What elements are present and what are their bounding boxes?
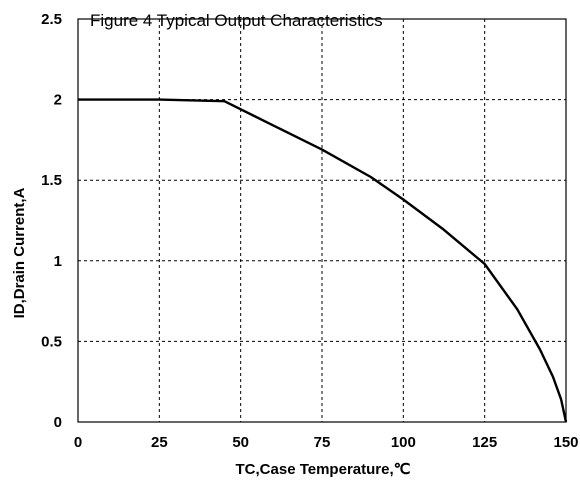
x-tick-label: 125 [472, 434, 497, 451]
series-line [78, 98, 568, 423]
y-tick-label: 2 [54, 92, 62, 109]
y-tick-label: 1.5 [41, 172, 62, 189]
x-tick-label: 0 [74, 434, 82, 451]
y-axis-label: ID,Drain Current,A [11, 187, 28, 318]
y-tick-label: 0 [54, 414, 62, 431]
x-tick-label: 100 [391, 434, 416, 451]
tick-labels: 0 25 50 75 100 125 150 0 0.5 1 1.5 2 2.5 [41, 11, 578, 451]
y-tick-label: 0.5 [41, 333, 62, 350]
x-tick-label: 75 [314, 434, 331, 451]
x-tick-label: 25 [151, 434, 168, 451]
x-tick-label: 150 [553, 434, 578, 451]
plot-frame [77, 18, 567, 423]
x-axis-label: TC,Case Temperature,℃ [236, 461, 411, 478]
y-tick-label: 2.5 [41, 11, 62, 28]
grid-lines [78, 19, 566, 422]
chart-title: Figure 4 Typical Output Characteristics [90, 11, 383, 30]
y-tick-label: 1 [54, 253, 62, 270]
x-tick-label: 50 [232, 434, 249, 451]
